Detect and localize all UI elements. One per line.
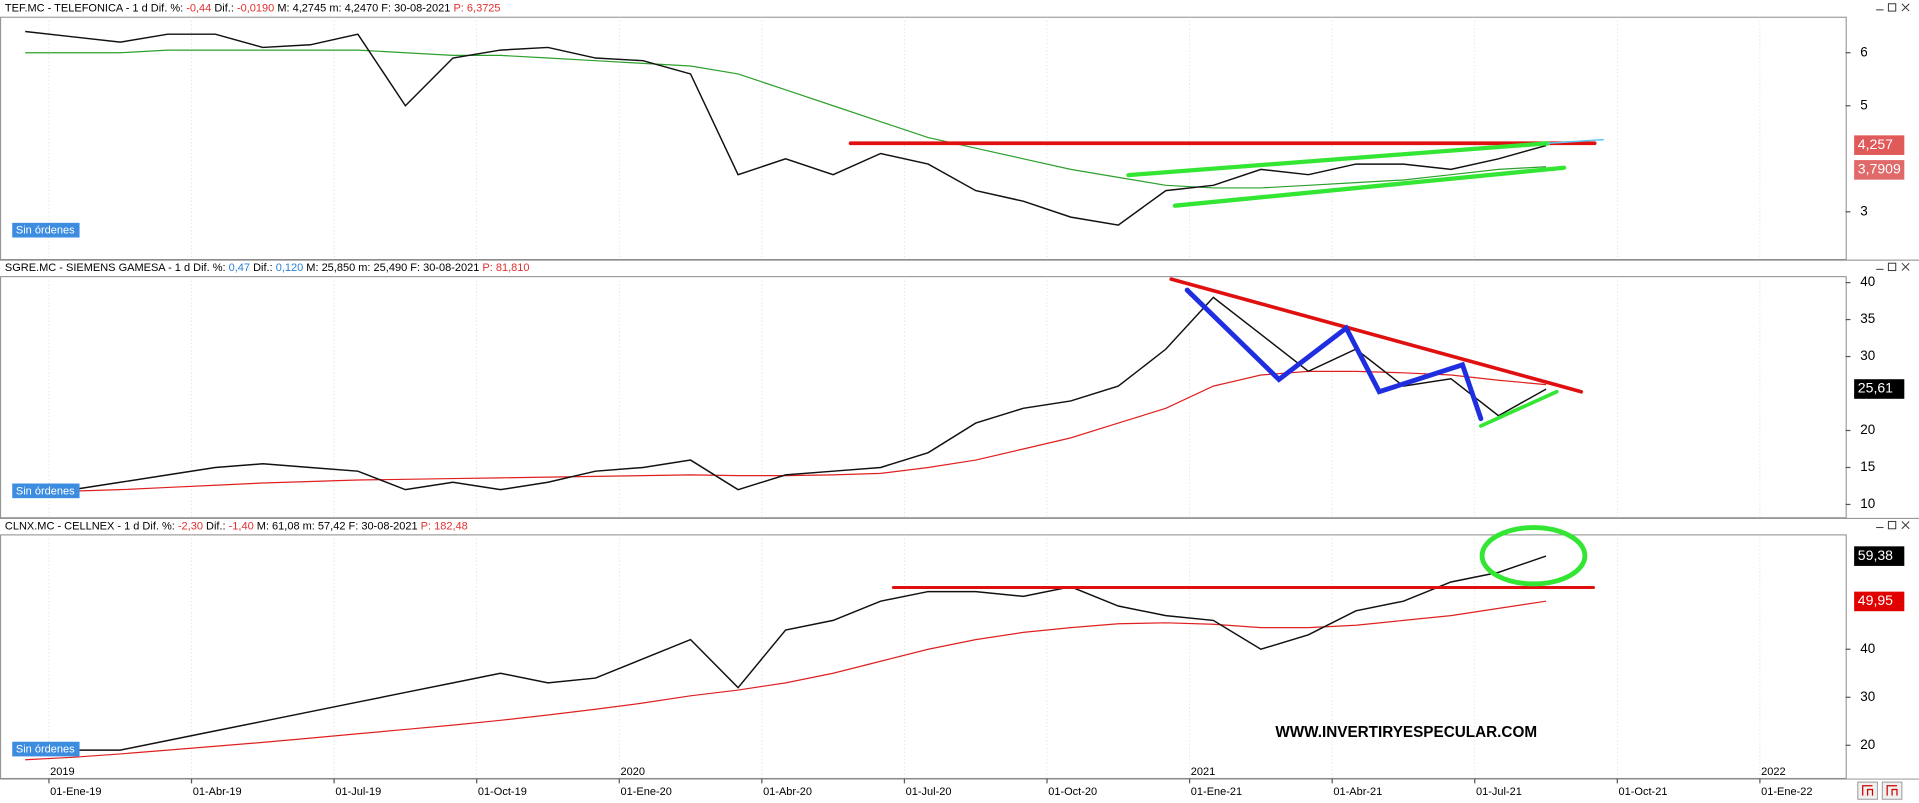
header-part: P: 81,810 xyxy=(482,262,529,274)
frames xyxy=(0,16,1919,780)
price-tag-label: 49,95 xyxy=(1858,592,1893,608)
highlight-circle xyxy=(1479,525,1588,587)
header-part: M: 4,2745 m: 4,2470 F: 30-08-2021 xyxy=(274,3,453,15)
header-part: SGRE.MC - SIEMENS GAMESA - 1 d Dif. %: xyxy=(5,262,229,274)
date-label: 01-Jul-21 xyxy=(1476,786,1522,798)
price-tag xyxy=(1854,546,1905,566)
price-tag-label: 4,257 xyxy=(1858,136,1893,152)
price-line xyxy=(25,30,1547,226)
orders-badge xyxy=(12,741,80,757)
date-label: 01-Abr-19 xyxy=(193,786,242,798)
y-tick-label: 20 xyxy=(1860,737,1875,752)
moving-average xyxy=(25,600,1547,761)
y-tick-label: 3 xyxy=(1860,203,1867,218)
header-part: -2,30 xyxy=(178,520,203,532)
date-label: 01-Oct-20 xyxy=(1048,786,1097,798)
moving-average xyxy=(25,49,1547,189)
y-tick-label: 10 xyxy=(1860,496,1875,511)
date-label: 01-Jul-20 xyxy=(906,786,952,798)
date-label: 01-Ene-19 xyxy=(50,786,101,798)
y-tick-label: 6 xyxy=(1860,44,1867,59)
panel-header: SGRE.MC - SIEMENS GAMESA - 1 d Dif. %: 0… xyxy=(5,262,530,274)
wave-line xyxy=(1184,287,1484,422)
support-line xyxy=(1479,389,1559,428)
y-tick-label: 20 xyxy=(1860,422,1875,437)
header-part: Dif.: xyxy=(250,262,276,274)
bottom-icons[interactable] xyxy=(1857,781,1903,800)
price-line xyxy=(25,296,1547,498)
orders-badge xyxy=(12,483,80,499)
price-tag xyxy=(1854,591,1905,612)
orders-badge-label: Sin órdenes xyxy=(16,744,75,756)
header-part: M: 25,850 m: 25,490 F: 30-08-2021 xyxy=(303,262,482,274)
header-part: TEF.MC - TELEFONICA - 1 d Dif. %: xyxy=(5,3,186,15)
date-label: 01-Ene-20 xyxy=(620,786,671,798)
date-label: 01-Ene-21 xyxy=(1191,786,1242,798)
y-tick-label: 35 xyxy=(1860,311,1875,326)
header-part: Dif.: xyxy=(211,3,237,15)
date-label: 01-Abr-21 xyxy=(1333,786,1382,798)
date-label: 01-Abr-20 xyxy=(763,786,812,798)
frame xyxy=(0,276,1847,519)
price-tag xyxy=(1854,379,1905,399)
annotations xyxy=(848,138,1604,590)
price-tag-label: 25,61 xyxy=(1858,380,1893,396)
orders-badge-label: Sin órdenes xyxy=(16,225,75,237)
y-tick-label: 5 xyxy=(1860,97,1867,112)
panel-header: CLNX.MC - CELLNEX - 1 d Dif. %: -2,30 Di… xyxy=(5,520,468,532)
y-tick-label: 30 xyxy=(1860,689,1875,704)
panel-header: TEF.MC - TELEFONICA - 1 d Dif. %: -0,44 … xyxy=(5,3,501,15)
y-tick-label: 15 xyxy=(1860,459,1875,474)
y-tick-label: 40 xyxy=(1860,274,1875,289)
orders-badge-label: Sin órdenes xyxy=(16,485,75,497)
year-label: 2019 xyxy=(50,766,74,778)
date-label: 01-Oct-19 xyxy=(478,786,527,798)
header-part: 0,120 xyxy=(276,262,304,274)
header-part: CLNX.MC - CELLNEX - 1 d Dif. %: xyxy=(5,520,178,532)
year-label: 2022 xyxy=(1761,766,1785,778)
header-part: -0,0190 xyxy=(237,3,274,15)
channel-line xyxy=(1172,165,1567,208)
year-label: 2020 xyxy=(620,766,644,778)
price-tag-label: 3,7909 xyxy=(1858,161,1901,177)
price-tag xyxy=(1854,160,1905,180)
window-icons[interactable] xyxy=(1876,3,1910,530)
orders-badge xyxy=(12,222,80,238)
y-tick-label: 30 xyxy=(1860,348,1875,363)
header-part: Dif.: xyxy=(203,520,229,532)
price-tag-label: 59,38 xyxy=(1858,547,1893,563)
date-label: 01-Oct-21 xyxy=(1619,786,1668,798)
year-label: 2021 xyxy=(1191,766,1215,778)
y-tick-label: 40 xyxy=(1860,641,1875,656)
date-label: 01-Jul-19 xyxy=(335,786,381,798)
channel-line xyxy=(1126,141,1551,178)
header-part: M: 61,08 m: 57,42 F: 30-08-2021 xyxy=(254,520,421,532)
price-tag xyxy=(1854,135,1905,155)
price-line xyxy=(25,555,1547,756)
extension-line xyxy=(1547,138,1604,145)
trend-line xyxy=(1169,277,1584,394)
frame xyxy=(0,16,1847,261)
header-part: -1,40 xyxy=(229,520,254,532)
watermark: WWW.INVERTIRYESPECULAR.COM xyxy=(1275,724,1537,741)
header-part: P: 6,3725 xyxy=(453,3,500,15)
frame xyxy=(0,534,1847,779)
date-label: 01-Ene-22 xyxy=(1761,786,1812,798)
header-part: -0,44 xyxy=(186,3,211,15)
header-part: P: 182,48 xyxy=(421,520,468,532)
header-part: 0,47 xyxy=(229,262,250,274)
